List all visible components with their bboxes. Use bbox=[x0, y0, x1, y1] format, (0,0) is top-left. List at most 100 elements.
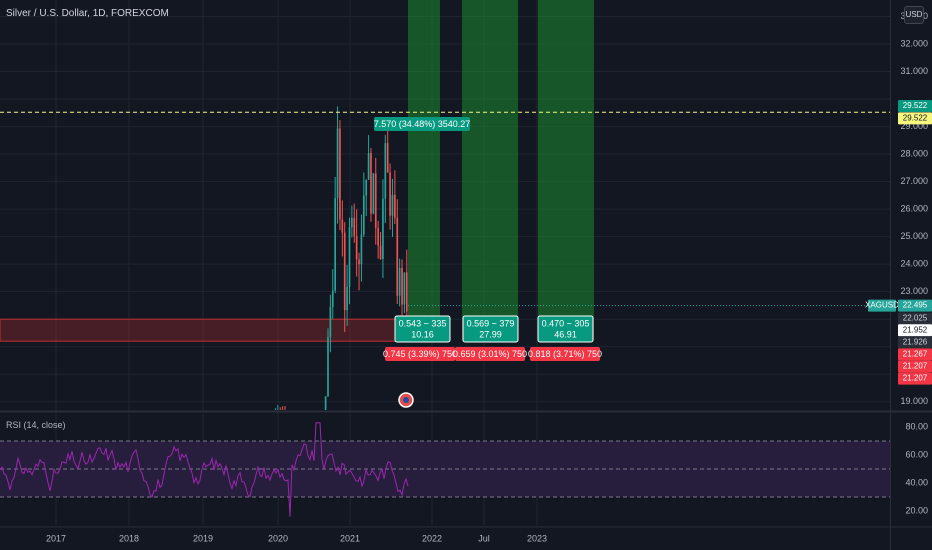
position-zones bbox=[0, 0, 594, 342]
position-1-profit-zone bbox=[408, 0, 440, 320]
rsi-line bbox=[0, 422, 409, 517]
chart-title: Silver / U.S. Dollar, 1D, FOREXCOM bbox=[6, 8, 169, 19]
price-label: 29.522 bbox=[903, 101, 928, 110]
position-3-loss-label-bg bbox=[530, 347, 600, 361]
candle-body bbox=[401, 267, 403, 305]
position-3-box-line2: 46.91 bbox=[554, 329, 577, 339]
price-label: 21.207 bbox=[903, 362, 928, 371]
position-3-box-line1: 0.470 ~ 305 bbox=[542, 318, 590, 328]
candle-body bbox=[396, 217, 399, 296]
candle-body bbox=[351, 217, 353, 228]
rsi-tick: 40.00 bbox=[905, 477, 928, 487]
position-2-box-line2: 27.99 bbox=[479, 329, 502, 339]
price-label: 22.025 bbox=[903, 314, 928, 323]
price-label: 21.207 bbox=[903, 374, 928, 383]
price-tick: 28.000 bbox=[900, 148, 928, 158]
price-label-bg bbox=[898, 299, 932, 312]
price-label-bg bbox=[898, 372, 932, 385]
rsi-title: RSI (14, close) bbox=[6, 420, 66, 430]
candle-body bbox=[365, 179, 368, 196]
candle-body bbox=[355, 236, 358, 260]
position-2-info-box bbox=[462, 315, 519, 343]
candle-body bbox=[348, 227, 351, 287]
position-1-box-line1: 0.543 ~ 335 bbox=[399, 318, 447, 328]
candle-body bbox=[346, 286, 348, 311]
price-label: 21.267 bbox=[903, 350, 928, 359]
position-2-loss-label-bg bbox=[455, 347, 525, 361]
candle-body bbox=[327, 337, 329, 397]
position-2-box-line1: 0.569 ~ 379 bbox=[467, 318, 515, 328]
candle-body bbox=[403, 272, 406, 305]
candle-body bbox=[398, 267, 401, 296]
rsi-pane: 80.00 60.00 40.00 20.00 bbox=[0, 421, 928, 517]
position-1-profit-label: 7.570 (34.48%) 3540.27 bbox=[374, 119, 471, 129]
position-1-profit-label-bg bbox=[374, 117, 470, 131]
position-3-loss-label: 0.818 (3.71%) 750 bbox=[528, 349, 602, 359]
position-2-loss-label: 0.659 (3.01%) 750 bbox=[453, 349, 527, 359]
candle-body bbox=[329, 306, 332, 338]
candle-body bbox=[362, 195, 365, 235]
price-label: 21.952 bbox=[903, 325, 928, 334]
price-label-bg bbox=[868, 299, 896, 312]
price-tick: 31.000 bbox=[900, 66, 928, 76]
candle-body bbox=[394, 194, 396, 218]
candle-body bbox=[367, 153, 370, 180]
price-label-bg bbox=[898, 99, 932, 112]
candle-body bbox=[405, 272, 408, 312]
candle-body bbox=[382, 198, 384, 260]
candle-body bbox=[384, 143, 387, 199]
price-tick: 29.000 bbox=[900, 121, 928, 131]
price-tick: 32.000 bbox=[900, 38, 928, 48]
candle-body bbox=[379, 245, 382, 260]
time-tick: 2020 bbox=[268, 533, 288, 543]
rsi-tick: 80.00 bbox=[905, 421, 928, 431]
candle-body bbox=[360, 234, 363, 265]
event-flag-icon bbox=[403, 397, 409, 403]
candle-body bbox=[343, 232, 346, 311]
candle-body bbox=[377, 227, 379, 246]
candle-body bbox=[353, 217, 356, 237]
position-1-box-line2: 10.16 bbox=[411, 329, 434, 339]
price-label: XAGUSD bbox=[865, 301, 899, 310]
time-tick: 2017 bbox=[46, 533, 66, 543]
candle-body bbox=[370, 153, 372, 214]
price-tick: 24.000 bbox=[900, 259, 928, 269]
candle-body bbox=[386, 143, 389, 173]
position-1-loss-label: 0.745 (3.39%) 750 bbox=[383, 349, 457, 359]
candle-body bbox=[324, 396, 327, 410]
price-label-bg bbox=[898, 336, 932, 349]
price-tick: 26.000 bbox=[900, 204, 928, 214]
price-tick: 23.000 bbox=[900, 286, 928, 296]
price-tick: 27.000 bbox=[900, 176, 928, 186]
price-label-bg bbox=[898, 348, 932, 361]
candle-body bbox=[358, 259, 360, 265]
price-label: 21.926 bbox=[903, 337, 928, 346]
price-tick: 25.000 bbox=[900, 231, 928, 241]
price-label-bg bbox=[898, 324, 932, 337]
position-3-profit-zone bbox=[538, 0, 594, 320]
candle-body bbox=[374, 173, 377, 228]
candle-body bbox=[341, 219, 344, 233]
time-tick: 2023 bbox=[527, 533, 547, 543]
chart-grid bbox=[0, 0, 890, 525]
price-label-bg bbox=[898, 312, 932, 325]
time-tick: 2019 bbox=[193, 533, 213, 543]
time-tick: 2018 bbox=[119, 533, 139, 543]
candle-body bbox=[339, 128, 341, 220]
time-tick: Jul bbox=[478, 533, 490, 543]
position-1-info-box bbox=[394, 315, 451, 343]
rsi-tick: 60.00 bbox=[905, 449, 928, 459]
position-3-info-box bbox=[537, 315, 594, 343]
position-1-loss-label-bg bbox=[385, 347, 455, 361]
time-tick: 2022 bbox=[422, 533, 442, 543]
price-label: 29.522 bbox=[903, 113, 928, 122]
candle-body bbox=[389, 172, 391, 216]
candle-body bbox=[372, 173, 375, 214]
currency-button[interactable]: USD bbox=[904, 6, 924, 24]
price-label-bg bbox=[898, 112, 932, 125]
price-label: 22.495 bbox=[903, 301, 928, 310]
price-candles bbox=[274, 106, 408, 410]
